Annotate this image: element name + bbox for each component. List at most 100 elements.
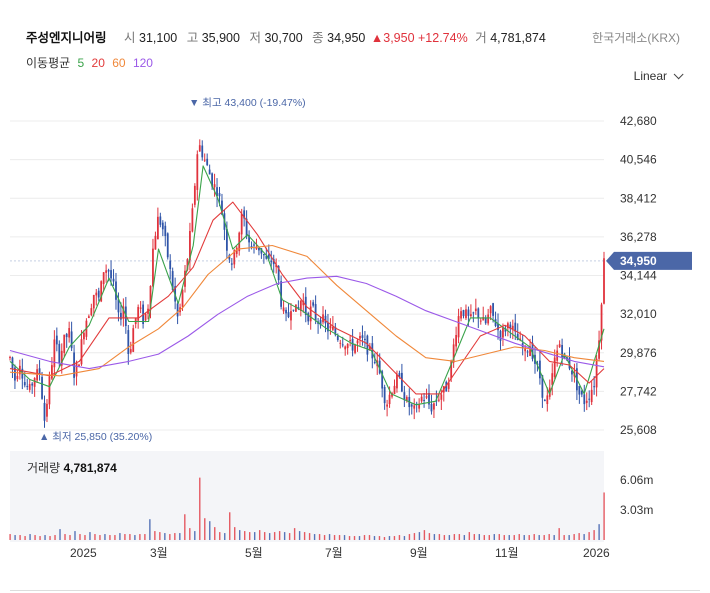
volume-bar: [44, 535, 46, 540]
candle-body: [75, 363, 78, 377]
candle-body: [275, 264, 278, 268]
candle-body: [598, 340, 600, 359]
ma-title: 이동평균: [26, 56, 71, 70]
candle-body: [41, 376, 43, 399]
volume-bar: [393, 536, 396, 540]
candle-body: [248, 235, 250, 243]
candle-body: [354, 344, 356, 353]
ma-5-legend[interactable]: 5: [77, 56, 85, 70]
x-tick-label: 2025: [70, 546, 97, 560]
candle-body: [489, 306, 492, 314]
volume-bar: [593, 530, 595, 540]
candle-body: [127, 330, 130, 354]
volume-bar: [179, 533, 181, 540]
candle-body: [240, 213, 243, 235]
scale-dropdown[interactable]: Linear: [634, 69, 684, 83]
annotations: 34,950 ▼ 최고 43,400 (-19.47%) ▲ 최저 25,850 (…: [10, 97, 692, 443]
candle-body: [51, 365, 53, 379]
candle-body: [154, 235, 157, 250]
candle-body: [53, 339, 56, 368]
open-value: 31,100: [139, 31, 178, 45]
volume-label: 거: [475, 31, 487, 45]
candle-body: [38, 368, 41, 374]
candle-body: [506, 323, 509, 329]
candle-body: [324, 315, 327, 324]
candle-body: [191, 208, 194, 232]
candle-body: [295, 304, 297, 312]
candle-body: [492, 303, 494, 316]
volume-panel-value: 4,781,874: [63, 461, 117, 475]
volume-bar: [498, 534, 500, 540]
ma-20-legend[interactable]: 20: [91, 56, 105, 70]
candle-body: [169, 260, 172, 270]
volume-bar: [54, 535, 56, 540]
candle-body: [462, 310, 465, 317]
candle-body: [253, 244, 255, 246]
volume-bar: [19, 535, 21, 540]
candle-body: [196, 154, 199, 190]
volume-bar: [184, 514, 186, 540]
candle-body: [290, 311, 292, 321]
volume-bar: [159, 532, 161, 540]
volume-bar: [293, 528, 296, 540]
volume-bar: [503, 535, 505, 540]
volume-bar: [388, 536, 391, 540]
candle-body: [161, 222, 164, 230]
candle-body: [26, 386, 29, 388]
volume-bar: [134, 535, 136, 540]
volume-bar: [139, 534, 141, 540]
volume-bar: [104, 534, 106, 540]
candle-body: [134, 317, 137, 325]
candle-body: [472, 312, 475, 314]
volume-bar: [413, 533, 416, 540]
exchange-name: 한국거래소(KRX): [592, 31, 680, 45]
candle-body: [465, 309, 467, 319]
candle-body: [583, 394, 586, 405]
candle-body: [511, 325, 514, 329]
volume-bar: [89, 532, 91, 540]
volume-bar: [59, 529, 61, 540]
ma-60-legend[interactable]: 60: [112, 56, 126, 70]
volume-tick-label: 3.03m: [620, 503, 653, 517]
candle-body: [228, 255, 231, 260]
volume-bar: [239, 530, 241, 540]
candle-body: [166, 233, 169, 258]
volume-bar: [154, 531, 156, 540]
candle-body: [73, 352, 75, 378]
candle-body: [420, 396, 423, 402]
candle-body: [558, 344, 561, 348]
ma5-line: [9, 165, 605, 406]
open-label: 시: [124, 31, 136, 45]
candle-body: [447, 382, 450, 389]
y-tick-label: 27,742: [620, 384, 657, 398]
volume-bar: [428, 533, 431, 540]
volume-bar: [144, 534, 146, 540]
volume-bar: [169, 534, 171, 540]
candle-body: [156, 216, 159, 240]
high-annotation: ▼ 최고 43,400 (-19.47%): [189, 97, 306, 109]
candle-body: [21, 368, 24, 379]
candle-body: [455, 334, 458, 347]
candle-body: [349, 340, 352, 342]
candle-body: [460, 311, 462, 319]
candle-body: [361, 335, 364, 338]
candle-body: [526, 351, 529, 353]
candle-body: [23, 382, 26, 386]
ma-120-legend[interactable]: 120: [132, 56, 153, 70]
x-tick-label: 3월: [150, 546, 168, 560]
candle-body: [351, 338, 354, 351]
ma20-line: [9, 201, 605, 395]
volume-value: 4,781,874: [490, 31, 546, 45]
stock-name: 주성엔지니어링: [26, 31, 107, 45]
volume-bar: [109, 535, 111, 540]
low-value: 30,700: [264, 31, 303, 45]
ma60-line: [9, 244, 605, 377]
volume-bar: [49, 536, 51, 540]
volume-bar: [69, 535, 71, 540]
candle-body: [331, 326, 334, 330]
ma120-line: [9, 275, 605, 370]
volume-bar: [383, 537, 386, 540]
volume-bar: [423, 530, 426, 540]
candle-body: [381, 371, 384, 389]
